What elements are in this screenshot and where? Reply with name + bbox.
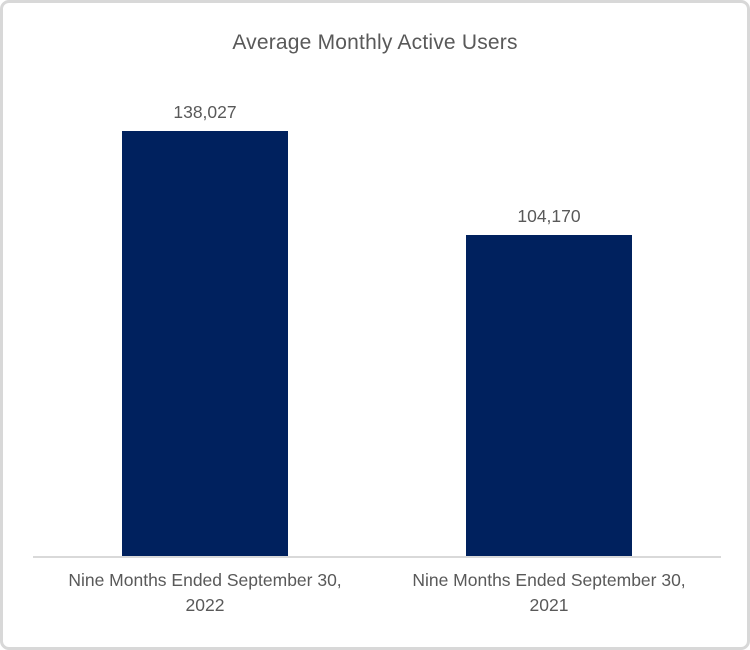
bar-2021 bbox=[466, 235, 632, 556]
category-label-line2: 2022 bbox=[185, 595, 225, 615]
category-label-2021: Nine Months Ended September 30, 2021 bbox=[377, 568, 721, 618]
category-label-line1: Nine Months Ended September 30, bbox=[68, 570, 342, 590]
category-label-line2: 2021 bbox=[529, 595, 569, 615]
x-axis-labels: Nine Months Ended September 30, 2022 Nin… bbox=[33, 568, 721, 618]
bar-2022 bbox=[122, 131, 288, 556]
data-label-2021: 104,170 bbox=[517, 206, 581, 226]
category-label-2022: Nine Months Ended September 30, 2022 bbox=[33, 568, 377, 618]
bar-group-2021: 104,170 bbox=[377, 206, 721, 556]
chart-title: Average Monthly Active Users bbox=[232, 31, 518, 54]
data-label-2022: 138,027 bbox=[173, 102, 237, 122]
plot-area: 138,027 104,170 bbox=[33, 3, 721, 556]
category-label-line1: Nine Months Ended September 30, bbox=[412, 570, 686, 590]
bar-group-2022: 138,027 bbox=[33, 102, 377, 556]
x-axis-line bbox=[33, 556, 721, 558]
